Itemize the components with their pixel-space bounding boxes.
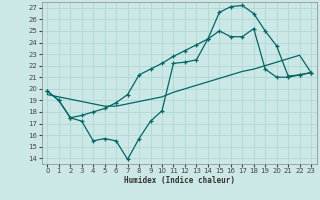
X-axis label: Humidex (Indice chaleur): Humidex (Indice chaleur): [124, 176, 235, 185]
